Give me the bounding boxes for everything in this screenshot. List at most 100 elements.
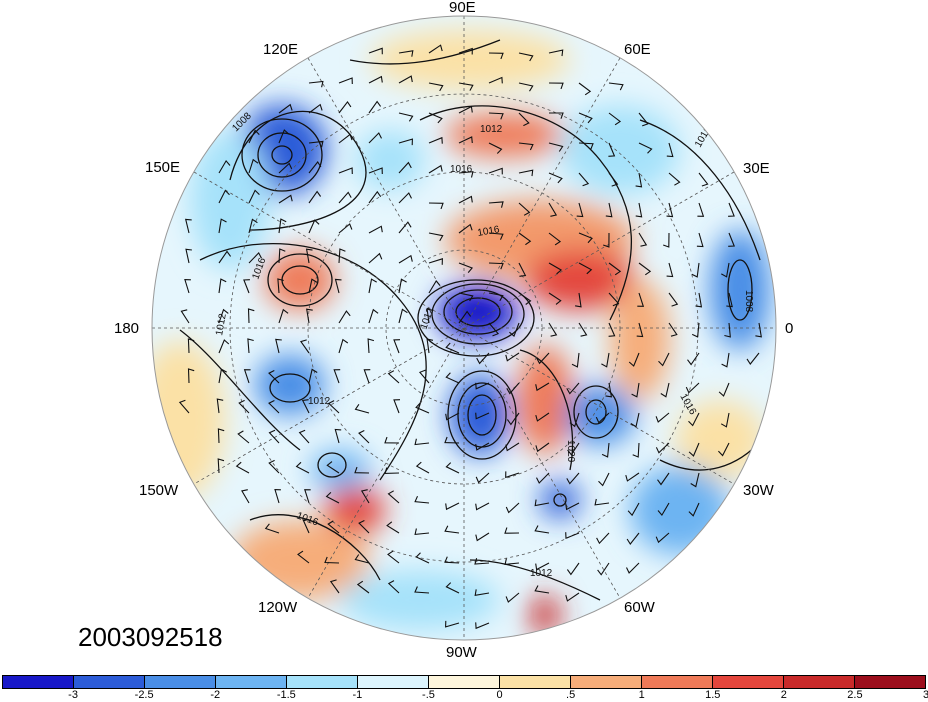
colorbar-tick-label: -1.5 (276, 689, 296, 701)
colorbar-swatch (145, 676, 216, 688)
wind-barb (428, 164, 443, 174)
wind-barb (691, 322, 700, 338)
wind-barb (597, 562, 610, 576)
wind-barb (356, 580, 370, 594)
wind-barb (657, 502, 670, 517)
wind-barb (426, 338, 434, 354)
colorbar-swatch (642, 676, 713, 688)
wind-barbs (178, 44, 762, 630)
colorbar-tick-label: -3 (68, 689, 78, 701)
wind-barb (627, 502, 640, 517)
wind-barb (505, 471, 520, 479)
wind-barb (268, 400, 280, 414)
wind-barb (505, 592, 520, 603)
wind-barb (458, 262, 474, 273)
wind-barb (268, 429, 280, 444)
wind-barb (218, 308, 229, 324)
wind-barb (631, 382, 640, 398)
wind-barb (428, 202, 444, 210)
wind-barb (576, 202, 584, 218)
wind-barb (608, 142, 616, 157)
wind-barb (625, 472, 640, 482)
wind-barb (518, 232, 532, 246)
wind-barb (368, 47, 383, 55)
wind-barb (325, 492, 340, 504)
wind-barb (445, 502, 460, 511)
wind-barb (302, 519, 310, 534)
wind-barb (243, 369, 251, 384)
wind-barb (278, 162, 293, 174)
wind-barb (458, 310, 472, 324)
wind-barb (638, 262, 652, 276)
wind-barb (549, 112, 564, 119)
wind-barb (275, 338, 282, 354)
lon-label-120w: 120W (258, 599, 298, 616)
wind-barb (666, 142, 674, 158)
wind-barb (218, 368, 227, 384)
wind-barb (398, 161, 412, 174)
colorbar-tick-label: 2.5 (847, 689, 863, 701)
wind-barb (504, 527, 520, 534)
wind-barb (655, 442, 670, 454)
wind-barb (475, 412, 490, 420)
wind-barb (565, 592, 580, 602)
wind-barb (368, 252, 383, 264)
wind-barb (535, 412, 550, 422)
wind-barb (458, 171, 474, 178)
wind-barb (300, 339, 310, 354)
wind-barb (278, 218, 287, 234)
wind-barb (334, 428, 342, 444)
colorbar-swatch (358, 676, 429, 688)
wind-barb (393, 399, 401, 414)
wind-barb (658, 352, 670, 367)
wind-barb (368, 132, 382, 144)
wind-barb (414, 528, 430, 536)
wind-barb (426, 308, 434, 324)
colorbar-swatch (713, 676, 784, 688)
wind-barb (566, 472, 580, 485)
wind-barb (278, 129, 290, 144)
colorbar-tick-label: 3 (922, 689, 928, 701)
wind-barb (338, 100, 352, 114)
wind-barb (458, 195, 473, 204)
wind-barb (218, 159, 231, 174)
wind-barb (476, 352, 490, 365)
wind-barb (505, 442, 520, 452)
wind-barb (488, 76, 503, 84)
wind-barb (308, 219, 320, 234)
wind-barb (368, 190, 382, 204)
wind-barb (688, 412, 700, 427)
wind-barb (333, 369, 341, 384)
wind-barb (475, 442, 490, 451)
wind-barb (368, 278, 377, 294)
colorbar-swatch (784, 676, 855, 688)
wind-barb (428, 280, 441, 294)
wind-barb (398, 50, 414, 57)
wind-barb (301, 399, 310, 414)
colorbar-swatch (216, 676, 287, 688)
lon-label-90e: 90E (449, 0, 476, 16)
wind-barb (578, 262, 593, 275)
wind-barb (688, 442, 700, 457)
wind-barb (548, 232, 562, 246)
wind-barb (248, 158, 259, 174)
wind-barb (488, 262, 504, 270)
wind-barb (655, 532, 670, 544)
wind-barb (635, 172, 643, 188)
wind-barb (247, 338, 254, 354)
wind-barb (690, 472, 700, 488)
wind-barb (488, 112, 504, 120)
wind-barb (338, 167, 353, 175)
wind-barb (235, 461, 250, 474)
wind-barb (666, 262, 674, 278)
wind-barb (488, 232, 504, 240)
wind-barb (506, 382, 520, 395)
wind-barb (445, 372, 460, 384)
wind-barb (474, 589, 490, 596)
wind-barb (297, 550, 310, 564)
wind-barb (278, 308, 289, 324)
wind-barb (387, 490, 400, 504)
wind-barb (338, 133, 353, 144)
wind-barb (218, 218, 227, 234)
wind-barb (264, 523, 280, 534)
